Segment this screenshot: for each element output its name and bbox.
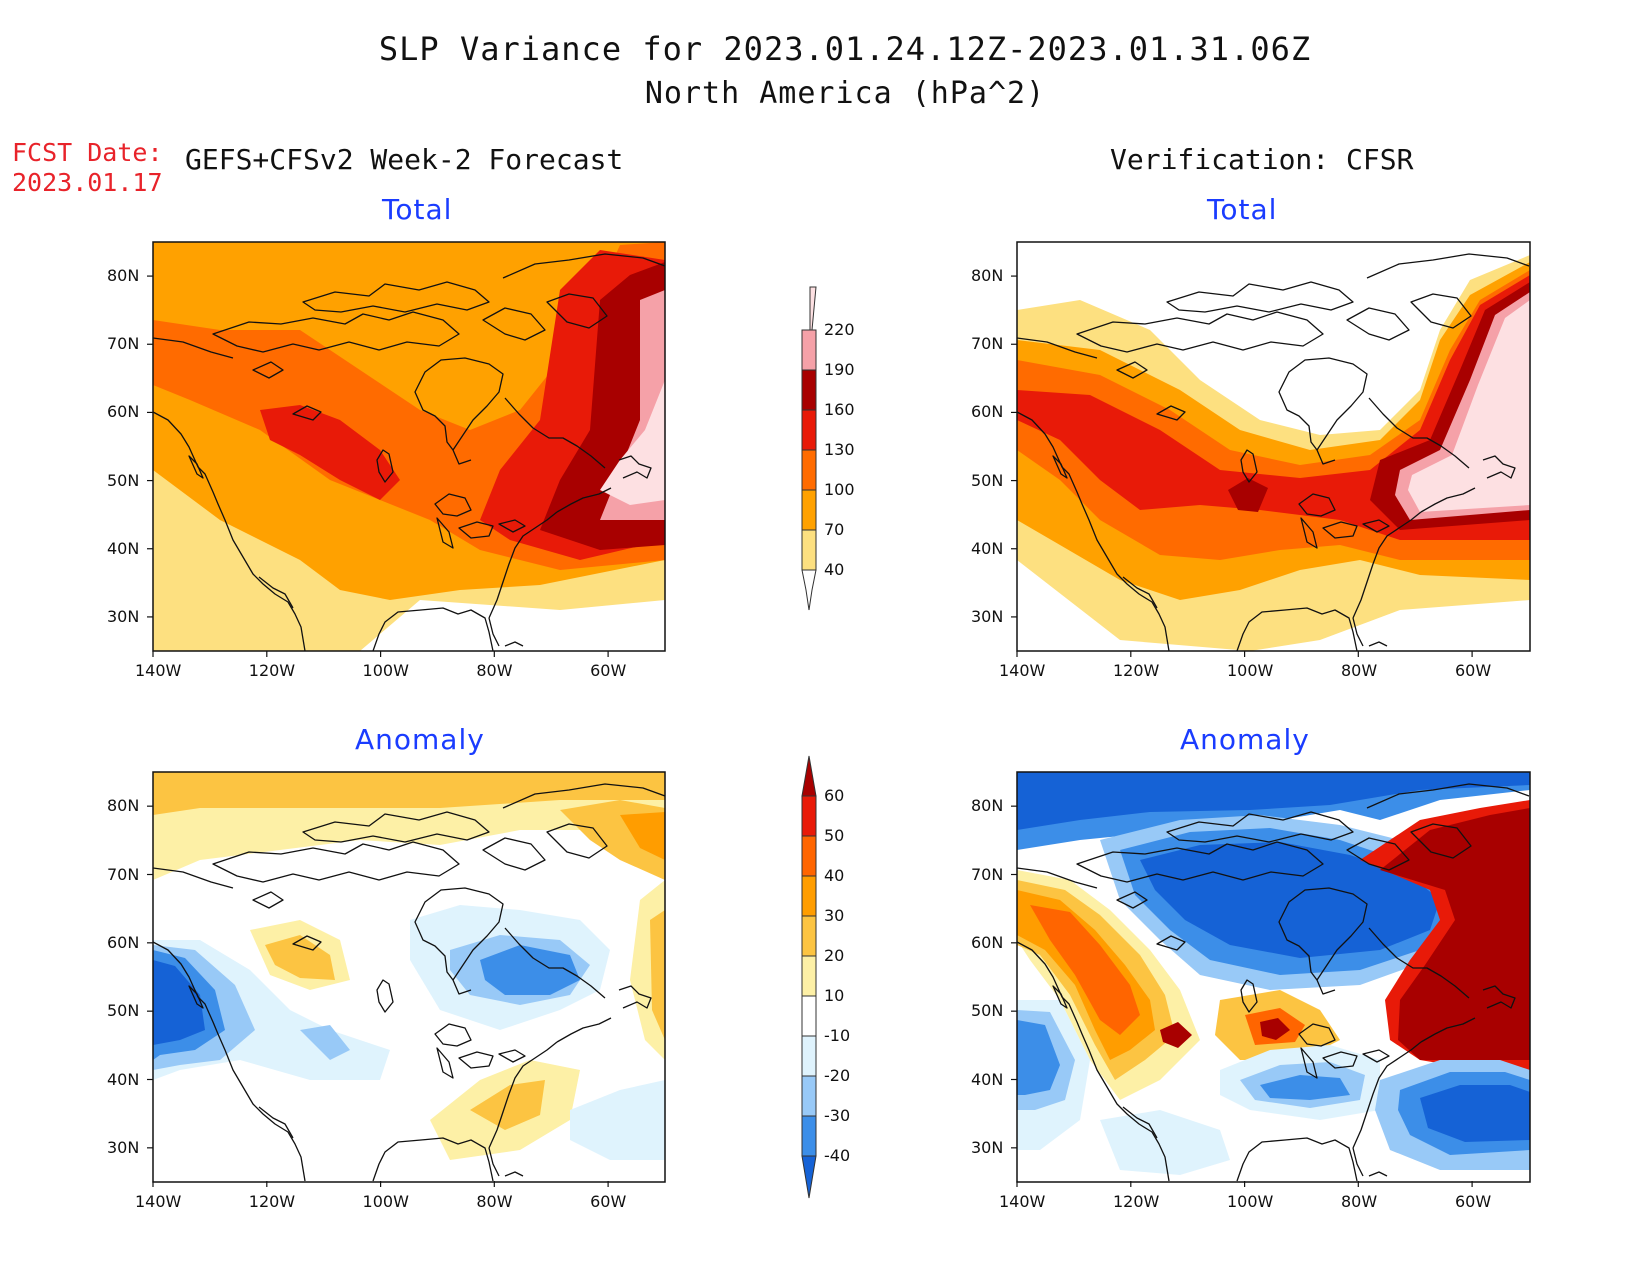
colorbar-total [801, 286, 817, 611]
lat-tick-label: 50N [971, 470, 1004, 490]
fcst-date-label: FCST Date: [12, 138, 163, 167]
lat-tick-label: 40N [107, 538, 140, 558]
panel-title-verification-total: Total [1207, 193, 1278, 226]
lon-tick-label: 60W [590, 1192, 627, 1211]
panel-title-forecast-total: Total [382, 193, 453, 226]
forecast-anomaly-map [152, 771, 666, 1188]
lon-tick-label: 80W [476, 661, 513, 680]
lat-tick-label: 80N [107, 796, 140, 816]
colorbar-total-label: 40 [824, 560, 845, 579]
colorbar-anomaly-label: 60 [824, 786, 845, 805]
lon-tick-label: 120W [248, 661, 296, 680]
lon-tick-label: 60W [590, 661, 627, 680]
lon-tick-label: 140W [135, 1192, 182, 1211]
lon-tick-label: 120W [1113, 661, 1160, 680]
lat-tick-label: 70N [971, 334, 1004, 354]
lat-tick-label: 50N [971, 1001, 1004, 1021]
lon-tick-label: 100W [1227, 1192, 1274, 1211]
lat-tick-label: 70N [107, 864, 140, 884]
lat-tick-label: 30N [107, 1137, 140, 1157]
lon-tick-label: 120W [1113, 1192, 1160, 1211]
lat-tick-label: 60N [971, 402, 1004, 422]
forecast-column-title: GEFS+CFSv2 Week-2 Forecast [185, 143, 624, 176]
lat-tick-label: 30N [971, 606, 1004, 626]
colorbar-total-label: 160 [824, 400, 855, 419]
main-subtitle: North America (hPa^2) [644, 76, 1046, 111]
colorbar-anomaly-label: 20 [824, 946, 845, 965]
colorbar-total-label: 190 [824, 360, 855, 379]
lon-tick-label: 100W [362, 1192, 409, 1211]
colorbar-total-label: 220 [824, 320, 855, 339]
fcst-date-value: 2023.01.17 [12, 168, 163, 197]
colorbar-anomaly-label: 40 [824, 866, 845, 885]
lon-tick-label: 100W [362, 661, 409, 680]
colorbar-anomaly-label: 30 [824, 906, 845, 925]
lon-tick-label: 80W [476, 1192, 513, 1211]
colorbar-anomaly-label: 50 [824, 826, 845, 845]
lon-tick-label: 60W [1455, 661, 1492, 680]
forecast-total-map [152, 241, 666, 658]
verification-total-map [1016, 241, 1531, 658]
lat-tick-label: 70N [971, 864, 1004, 884]
lon-tick-label: 80W [1341, 661, 1378, 680]
lon-tick-label: 140W [999, 661, 1046, 680]
colorbar-anomaly-label: -10 [824, 1026, 851, 1045]
panel-title-forecast-anomaly: Anomaly [355, 723, 485, 756]
lon-tick-label: 140W [135, 661, 182, 680]
lat-tick-label: 30N [107, 606, 140, 626]
colorbar-total-label: 70 [824, 520, 845, 539]
lon-tick-label: 120W [248, 1192, 296, 1211]
lat-tick-label: 30N [971, 1137, 1004, 1157]
lon-tick-label: 60W [1455, 1192, 1492, 1211]
colorbar-anomaly-label: -30 [824, 1106, 851, 1125]
lat-tick-label: 80N [971, 796, 1004, 816]
lat-tick-label: 40N [971, 538, 1004, 558]
lat-tick-label: 70N [107, 334, 140, 354]
lat-tick-label: 60N [971, 932, 1004, 952]
main-title: SLP Variance for 2023.01.24.12Z-2023.01.… [378, 30, 1312, 68]
lat-tick-label: 60N [107, 402, 140, 422]
lon-tick-label: 140W [999, 1192, 1046, 1211]
lat-tick-label: 80N [107, 266, 140, 286]
lon-tick-label: 80W [1341, 1192, 1378, 1211]
lat-tick-label: 80N [971, 266, 1004, 286]
colorbar-anomaly [801, 755, 817, 1199]
colorbar-total-label: 130 [824, 440, 855, 459]
panel-title-verification-anomaly: Anomaly [1180, 723, 1310, 756]
colorbar-anomaly-label: -40 [824, 1146, 851, 1165]
lat-tick-label: 40N [107, 1069, 140, 1089]
lon-tick-label: 100W [1227, 661, 1274, 680]
verification-column-title: Verification: CFSR [1110, 143, 1414, 176]
colorbar-anomaly-label: -20 [824, 1066, 851, 1085]
lat-tick-label: 60N [107, 932, 140, 952]
lat-tick-label: 50N [107, 1001, 140, 1021]
colorbar-total-label: 100 [824, 480, 855, 499]
lat-tick-label: 50N [107, 470, 140, 490]
lat-tick-label: 40N [971, 1069, 1004, 1089]
colorbar-anomaly-label: 10 [824, 986, 845, 1005]
verification-anomaly-map [1016, 771, 1531, 1188]
